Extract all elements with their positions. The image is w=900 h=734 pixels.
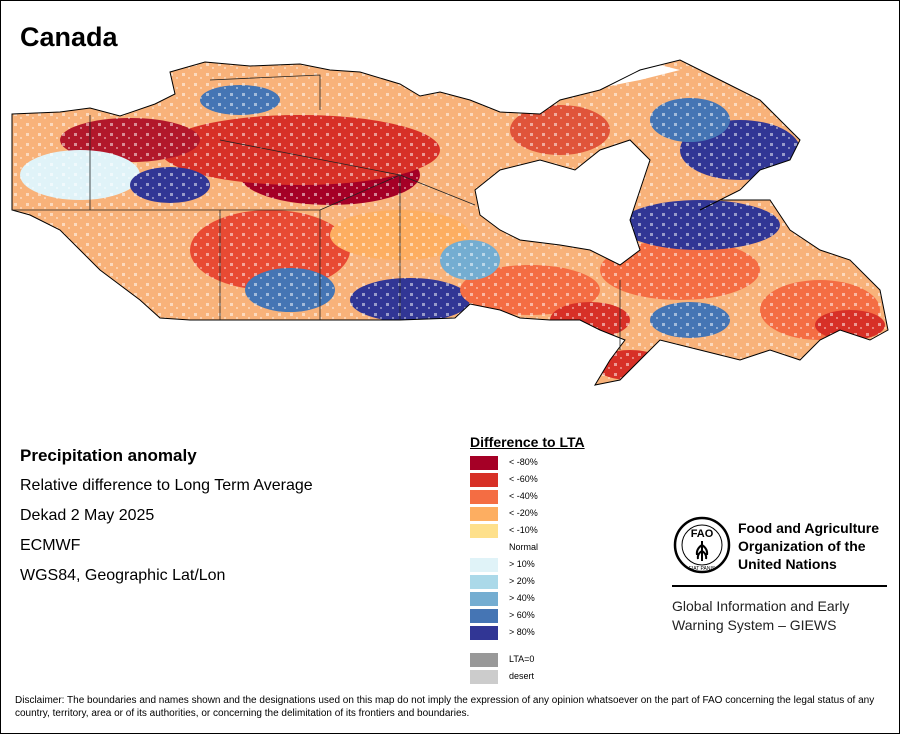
legend-swatch [470, 670, 498, 684]
fao-name-line: United Nations [738, 556, 837, 572]
legend-label: > 60% [509, 610, 535, 620]
legend-label: < -80% [509, 457, 538, 467]
fao-name: Food and Agriculture Organization of the… [738, 519, 898, 573]
map-title: Canada [20, 22, 118, 52]
legend-swatch [470, 541, 498, 555]
legend-swatch [470, 592, 498, 606]
map-info: Precipitation anomaly Relative differenc… [20, 441, 313, 591]
legend-swatch [470, 558, 498, 572]
info-line: Relative difference to Long Term Average [20, 477, 313, 494]
giews-line: Global Information and Early [672, 598, 850, 614]
hudson-bay [474, 139, 651, 266]
legend-swatch [470, 575, 498, 589]
disclaimer: Disclaimer: The boundaries and names sho… [15, 695, 875, 719]
legend-swatch [470, 456, 498, 470]
legend-label: > 20% [509, 576, 535, 586]
legend-label: Normal [509, 542, 539, 552]
fao-logo-block: FAO FIAT PANIS Food and Agriculture Orga… [672, 515, 887, 633]
legend-label: < -60% [509, 474, 538, 484]
legend-label: < -20% [509, 508, 538, 518]
legend-label: LTA=0 [509, 654, 535, 664]
info-line: Dekad 2 May 2025 [20, 507, 155, 524]
legend-title: Difference to LTA [470, 434, 585, 450]
north-islands-gap [470, 50, 680, 98]
legend: Difference to LTA < -80% < -60% < -40% <… [470, 434, 585, 684]
province-borders [12, 74, 621, 350]
legend-label: desert [509, 671, 535, 681]
info-line: WGS84, Geographic Lat/Lon [20, 567, 226, 584]
legend-label: < -40% [509, 491, 538, 501]
giews-name: Global Information and Early Warning Sys… [672, 597, 892, 635]
fao-name-line: Food and Agriculture [738, 520, 880, 536]
info-heading: Precipitation anomaly [20, 446, 197, 465]
legend-swatch [470, 490, 498, 504]
legend-swatch [470, 473, 498, 487]
fao-name-line: Organization of the [738, 538, 866, 554]
legend-label: > 80% [509, 627, 535, 637]
legend-swatch [470, 524, 498, 538]
giews-line: Warning System – GIEWS [672, 617, 837, 633]
fao-emblem-letters: FAO [691, 528, 714, 540]
precipitation-anomaly-map [11, 50, 889, 386]
legend-label: > 40% [509, 593, 535, 603]
fao-divider [672, 585, 887, 587]
legend-swatch [470, 507, 498, 521]
info-line: ECMWF [20, 537, 81, 554]
fao-emblem-motto: FIAT PANIS [689, 566, 716, 572]
legend-swatch [470, 626, 498, 640]
anomaly-raster [12, 60, 888, 385]
legend-label: > 10% [509, 559, 535, 569]
legend-label: < -10% [509, 525, 538, 535]
legend-swatch [470, 653, 498, 667]
fao-emblem-icon: FAO FIAT PANIS [673, 516, 731, 574]
legend-swatch [470, 609, 498, 623]
